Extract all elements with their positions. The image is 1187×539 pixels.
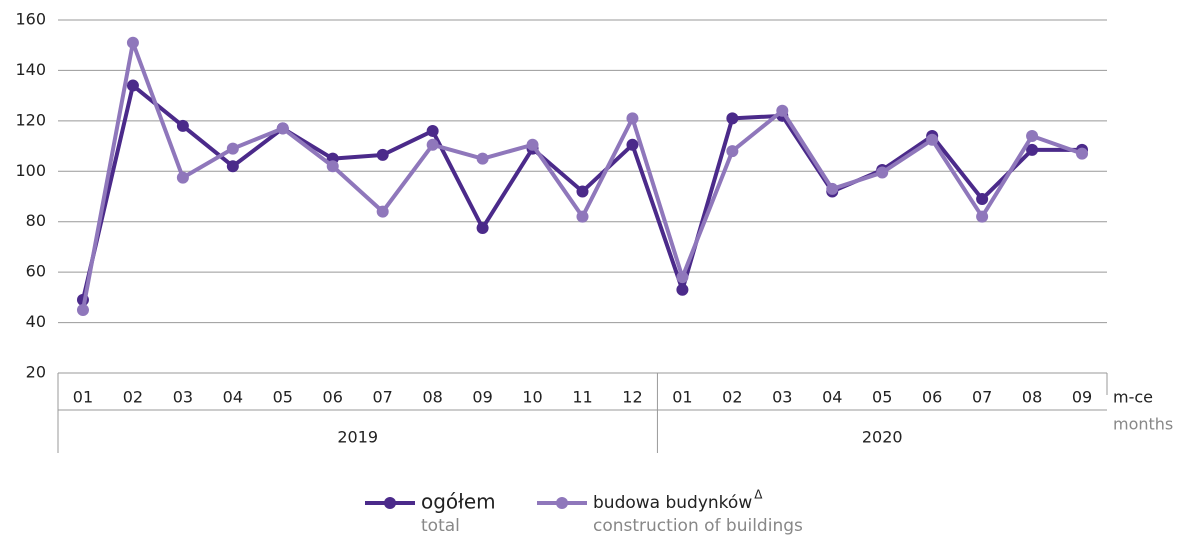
x-tick-label: 07: [373, 388, 393, 407]
point: [426, 124, 439, 137]
legend-label-en: total: [421, 516, 460, 535]
x-tick-label: 12: [622, 388, 642, 407]
point: [376, 148, 389, 161]
y-tick-label: 160: [15, 10, 46, 29]
point: [326, 160, 339, 173]
y-tick-label: 80: [26, 211, 46, 230]
point: [1026, 129, 1039, 142]
point: [676, 283, 689, 296]
point: [476, 222, 489, 235]
y-tick-label: 60: [26, 262, 46, 281]
point: [926, 133, 939, 146]
point: [626, 112, 639, 125]
point: [226, 142, 239, 155]
point: [426, 138, 439, 151]
legend-marker: [556, 497, 568, 509]
x-tick-label: 02: [722, 388, 742, 407]
point: [576, 210, 589, 223]
point: [476, 152, 489, 165]
x-tick-label: 06: [922, 388, 942, 407]
x-tick-label: 03: [173, 388, 193, 407]
x-tick-label: 08: [1022, 388, 1042, 407]
legend-label: ogółem: [421, 490, 496, 514]
x-tick-label: 10: [522, 388, 542, 407]
x-tick-label: 03: [772, 388, 792, 407]
point: [176, 171, 189, 184]
x-tick-label: 05: [273, 388, 293, 407]
point: [126, 79, 139, 92]
point: [1026, 143, 1039, 156]
point: [876, 166, 889, 179]
x-tick-label: 05: [872, 388, 892, 407]
x-tick-label: 09: [472, 388, 492, 407]
point: [126, 36, 139, 49]
point: [676, 271, 689, 284]
point: [226, 160, 239, 173]
point: [726, 145, 739, 158]
x-tick-label: 04: [223, 388, 243, 407]
point: [726, 112, 739, 125]
group-label: 2019: [337, 428, 378, 447]
y-tick-label: 100: [15, 161, 46, 180]
point: [376, 205, 389, 218]
x-tick-label: 11: [572, 388, 592, 407]
point: [176, 119, 189, 132]
x-tick-label: 02: [123, 388, 143, 407]
x-tick-label: 06: [323, 388, 343, 407]
point: [826, 182, 839, 195]
point: [76, 303, 89, 316]
x-axis-label: m-ce: [1113, 388, 1153, 407]
legend-sup: Δ: [754, 488, 763, 502]
point: [1076, 147, 1089, 160]
x-tick-label: 04: [822, 388, 842, 407]
legend-label-en: construction of buildings: [593, 516, 803, 535]
point: [976, 210, 989, 223]
y-tick-label: 40: [26, 312, 46, 331]
legend-marker: [384, 497, 396, 509]
point: [526, 138, 539, 151]
legend-label: budowa budynków: [593, 493, 752, 513]
y-tick-label: 20: [26, 363, 46, 382]
x-tick-label: 09: [1072, 388, 1092, 407]
point: [776, 104, 789, 117]
point: [276, 122, 289, 135]
point: [976, 193, 989, 206]
x-axis-label-en: months: [1113, 415, 1173, 434]
x-tick-label: 01: [73, 388, 93, 407]
y-tick-label: 120: [15, 110, 46, 129]
point: [576, 185, 589, 198]
x-tick-label: 07: [972, 388, 992, 407]
y-tick-label: 140: [15, 60, 46, 79]
series-line: [81, 40, 1083, 311]
x-tick-label: 08: [422, 388, 442, 407]
x-tick-label: 01: [672, 388, 692, 407]
group-label: 2020: [862, 428, 903, 447]
point: [626, 138, 639, 151]
